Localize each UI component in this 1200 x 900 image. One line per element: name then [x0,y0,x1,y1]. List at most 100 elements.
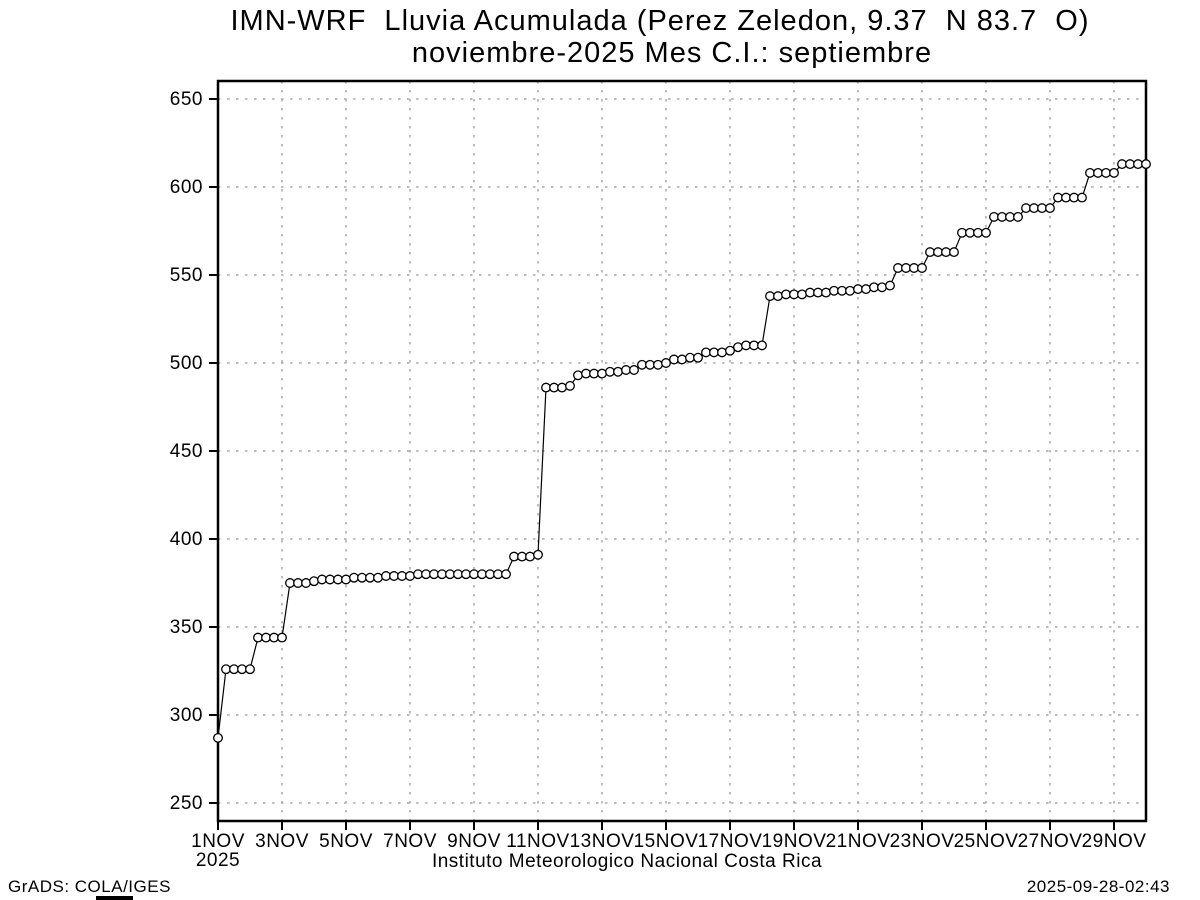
data-point-marker [965,227,975,238]
x-tick-label-15NOV: 15NOV [634,831,699,852]
data-point-marker [293,578,303,588]
data-point-marker [741,340,751,351]
data-point-marker [381,571,391,581]
x-axis-year-label: 2025 [196,850,240,871]
x-tick-label-19NOV: 19NOV [762,831,827,852]
data-point-marker [309,576,319,587]
data-point-marker [621,365,631,375]
data-point-marker [221,664,231,675]
data-point-marker [501,569,511,580]
data-point-marker [213,732,223,743]
data-point-marker [653,359,663,370]
data-point-marker [477,569,487,580]
rainfall-series-line [217,163,1146,738]
data-point-marker [837,285,847,296]
data-point-marker [861,284,871,295]
data-point-marker [485,569,495,580]
data-point-marker [885,280,895,291]
data-point-marker [733,342,743,353]
data-point-marker [1109,167,1119,178]
x-tick-label-17NOV: 17NOV [698,831,763,852]
data-point-marker [453,569,463,580]
data-point-marker [405,571,415,581]
y-tick-label-550: 550 [170,265,203,286]
data-point-marker [261,632,271,643]
y-tick-label-400: 400 [170,529,203,550]
data-point-marker [637,359,647,370]
plot-border [216,79,1148,823]
y-tick-label-300: 300 [170,705,203,726]
data-point-marker [517,551,527,562]
y-tick-label-600: 600 [170,177,203,198]
data-point-marker [589,368,599,379]
data-point-marker [1029,203,1039,214]
data-point-marker [253,632,263,643]
y-tick-label-450: 450 [170,441,203,462]
data-point-marker [1053,192,1063,203]
data-point-marker [877,282,887,293]
data-point-marker [573,370,583,381]
data-point-marker [341,574,351,585]
data-point-marker [853,284,863,295]
data-point-marker [1117,159,1127,170]
data-point-marker [677,354,687,365]
data-point-marker [1085,167,1095,178]
data-point-marker [421,569,431,580]
data-point-marker [229,664,239,675]
data-point-marker [893,263,903,273]
data-point-marker [669,354,679,365]
data-point-marker [541,382,551,393]
data-point-marker [493,569,503,580]
data-point-marker [325,574,335,585]
data-point-marker [989,211,999,222]
data-point-marker [685,352,695,363]
x-tick-label-29NOV: 29NOV [1082,831,1147,852]
data-point-marker [413,569,423,580]
data-point-marker [469,569,479,580]
data-point-marker [829,285,839,296]
x-axis-footer-label: Instituto Meteorologico Nacional Costa R… [431,851,823,872]
data-point-marker [285,578,295,588]
grads-credit-label: GrADS: COLA/IGES [8,877,171,896]
data-point-marker [557,382,567,393]
data-point-marker [789,289,799,300]
x-tick-label-9NOV: 9NOV [447,831,501,852]
data-point-marker [845,285,855,296]
data-point-marker [1125,159,1135,170]
data-point-marker [725,345,735,356]
data-point-marker [597,368,607,379]
data-point-marker [717,347,727,358]
y-tick-label-350: 350 [170,617,203,638]
chart-title-line2: noviembre-2025 Mes C.I.: septiembre [411,37,933,69]
data-point-marker [549,382,559,393]
data-point-marker [709,347,719,358]
data-point-marker [357,572,367,583]
data-point-marker [757,340,767,351]
x-tick-label-25NOV: 25NOV [954,831,1019,852]
data-point-marker [245,664,255,675]
data-point-marker [693,352,703,363]
x-tick-label-5NOV: 5NOV [319,831,373,852]
x-tick-label-23NOV: 23NOV [890,831,955,852]
data-point-marker [869,282,879,293]
data-point-marker [645,359,655,370]
data-point-marker [765,291,775,302]
data-point-marker [605,366,615,377]
data-point-marker [949,247,959,258]
render-timestamp-label: 2025-09-28-02:43 [1026,877,1170,896]
data-point-marker [925,247,935,258]
data-point-marker [629,365,639,375]
x-tick-label-21NOV: 21NOV [826,831,891,852]
x-tick-label-11NOV: 11NOV [506,831,569,852]
data-point-marker [781,289,791,300]
data-point-marker [269,632,279,643]
data-point-marker [909,263,919,273]
data-point-marker [957,227,967,238]
x-tick-label-27NOV: 27NOV [1018,831,1083,852]
x-tick-label-1NOV: 1NOV [191,831,245,852]
data-point-marker [429,569,439,580]
data-point-marker [773,291,783,302]
data-point-marker [1101,167,1111,178]
data-point-marker [797,289,807,300]
